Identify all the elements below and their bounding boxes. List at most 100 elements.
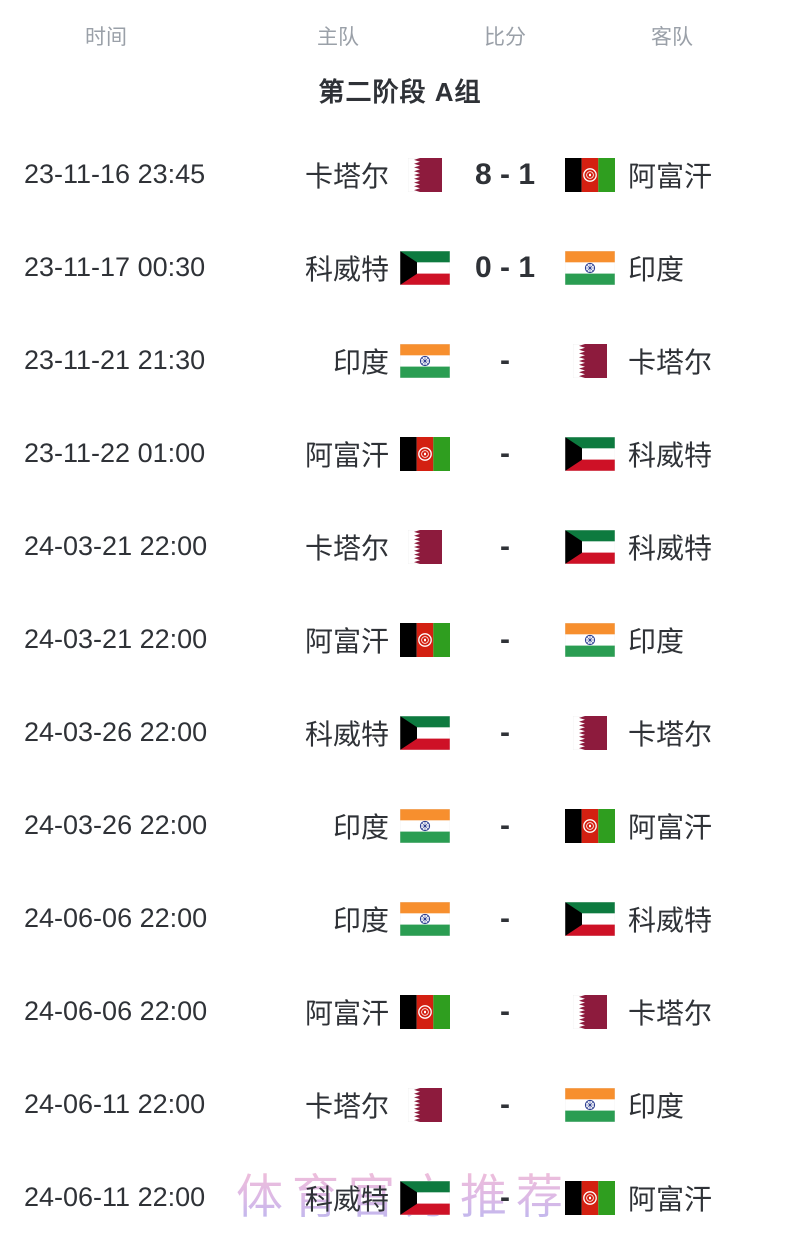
home-team-name: 阿富汗: [304, 625, 389, 657]
afghanistan-flag-icon: [400, 622, 450, 657]
match-time: 23-11-22 01:00: [24, 438, 206, 468]
home-team-name: 科威特: [304, 718, 389, 750]
home-team: 阿富汗: [305, 407, 450, 500]
match-score: -: [500, 1181, 510, 1214]
home-team: 科威特: [305, 1151, 450, 1244]
match-score: -: [500, 530, 510, 563]
match-time: 23-11-21 21:30: [24, 345, 206, 375]
match-score: -: [500, 716, 510, 749]
watermark: 体育官方推荐: [236, 1158, 572, 1227]
india-flag-icon: [565, 622, 615, 657]
home-team: 卡塔尔: [305, 1058, 450, 1151]
match-row[interactable]: 23-11-21 21:30 印度 - 卡塔尔: [0, 314, 800, 407]
away-team: 科威特: [565, 872, 712, 965]
match-score: -: [500, 1088, 510, 1121]
home-team: 科威特: [305, 686, 450, 779]
match-score: -: [500, 623, 510, 656]
match-score: -: [500, 995, 510, 1028]
away-team: 科威特: [565, 407, 712, 500]
qatar-flag-icon: [565, 343, 615, 378]
match-time: 24-06-06 22:00: [24, 903, 208, 933]
match-row[interactable]: 24-06-06 22:00 阿富汗 - 卡塔尔: [0, 965, 800, 1058]
away-team-name: 印度: [628, 253, 685, 285]
home-team-name: 科威特: [304, 253, 389, 285]
away-team-name: 阿富汗: [628, 1183, 713, 1215]
column-header-away: 客队: [651, 26, 693, 49]
match-score: -: [500, 809, 510, 842]
match-row[interactable]: 24-03-21 22:00 阿富汗 - 印度: [0, 593, 800, 686]
match-score: 8 - 1: [474, 158, 536, 191]
match-row[interactable]: 23-11-17 00:30 科威特 0 - 1 印度: [0, 221, 800, 314]
match-time: 24-03-26 22:00: [24, 717, 208, 747]
match-row[interactable]: 24-03-26 22:00 科威特 - 卡塔尔: [0, 686, 800, 779]
match-time: 23-11-17 00:30: [24, 252, 206, 282]
match-score: -: [500, 437, 510, 470]
match-list: 23-11-16 23:45 卡塔尔 8 - 1 阿富汗 23-11-17 00…: [0, 128, 800, 1244]
away-team-name: 卡塔尔: [628, 346, 713, 378]
match-row[interactable]: 24-06-06 22:00 印度 - 科威特: [0, 872, 800, 965]
home-team: 卡塔尔: [305, 500, 450, 593]
away-team-name: 印度: [628, 625, 685, 657]
home-team: 卡塔尔: [305, 128, 450, 221]
kuwait-flag-icon: [565, 529, 615, 564]
match-score: 0 - 1: [474, 251, 536, 284]
away-team-name: 阿富汗: [628, 811, 713, 843]
home-team: 阿富汗: [305, 593, 450, 686]
match-time: 24-03-26 22:00: [24, 810, 208, 840]
qatar-flag-icon: [400, 157, 450, 192]
match-time: 23-11-16 23:45: [24, 159, 206, 189]
away-team-name: 科威特: [628, 532, 713, 564]
match-row[interactable]: 23-11-22 01:00 阿富汗 - 科威特: [0, 407, 800, 500]
away-team: 印度: [565, 221, 684, 314]
away-team: 阿富汗: [565, 1151, 712, 1244]
away-team: 阿富汗: [565, 128, 712, 221]
afghanistan-flag-icon: [565, 157, 615, 192]
match-row[interactable]: 23-11-16 23:45 卡塔尔 8 - 1 阿富汗: [0, 128, 800, 221]
section-title: 第二阶段 A组: [318, 77, 482, 107]
qatar-flag-icon: [400, 1087, 450, 1122]
afghanistan-flag-icon: [565, 1180, 615, 1215]
india-flag-icon: [400, 808, 450, 843]
home-team-name: 印度: [332, 904, 389, 936]
home-team-name: 印度: [332, 346, 389, 378]
qatar-flag-icon: [565, 715, 615, 750]
qatar-flag-icon: [565, 994, 615, 1029]
home-team-name: 阿富汗: [304, 439, 389, 471]
home-team: 印度: [333, 314, 450, 407]
match-row[interactable]: 24-03-26 22:00 印度 - 阿富汗: [0, 779, 800, 872]
away-team: 印度: [565, 1058, 684, 1151]
kuwait-flag-icon: [565, 436, 615, 471]
away-team: 卡塔尔: [565, 686, 712, 779]
afghanistan-flag-icon: [400, 994, 450, 1029]
india-flag-icon: [565, 1087, 615, 1122]
match-time: 24-03-21 22:00: [24, 624, 208, 654]
match-time: 24-06-11 22:00: [24, 1182, 206, 1212]
home-team: 科威特: [305, 221, 450, 314]
afghanistan-flag-icon: [400, 436, 450, 471]
away-team-name: 印度: [628, 1090, 685, 1122]
kuwait-flag-icon: [400, 1180, 450, 1215]
home-team-name: 阿富汗: [304, 997, 389, 1029]
home-team: 印度: [333, 872, 450, 965]
kuwait-flag-icon: [400, 250, 450, 285]
away-team-name: 阿富汗: [628, 160, 713, 192]
away-team-name: 科威特: [628, 904, 713, 936]
column-header-home: 主队: [317, 26, 359, 49]
match-row[interactable]: 24-06-11 22:00 科威特 - 阿富汗: [0, 1151, 800, 1244]
match-time: 24-03-21 22:00: [24, 531, 208, 561]
away-team-name: 卡塔尔: [628, 718, 713, 750]
india-flag-icon: [400, 343, 450, 378]
home-team: 阿富汗: [305, 965, 450, 1058]
away-team: 科威特: [565, 500, 712, 593]
column-header-time: 时间: [85, 26, 127, 49]
away-team-name: 科威特: [628, 439, 713, 471]
column-header-score: 比分: [484, 26, 526, 49]
home-team-name: 印度: [332, 811, 389, 843]
match-time: 24-06-06 22:00: [24, 996, 208, 1026]
match-row[interactable]: 24-06-11 22:00 卡塔尔 - 印度: [0, 1058, 800, 1151]
match-row[interactable]: 24-03-21 22:00 卡塔尔 - 科威特: [0, 500, 800, 593]
away-team: 卡塔尔: [565, 965, 712, 1058]
match-time: 24-06-11 22:00: [24, 1089, 206, 1119]
afghanistan-flag-icon: [565, 808, 615, 843]
home-team-name: 卡塔尔: [304, 1090, 389, 1122]
